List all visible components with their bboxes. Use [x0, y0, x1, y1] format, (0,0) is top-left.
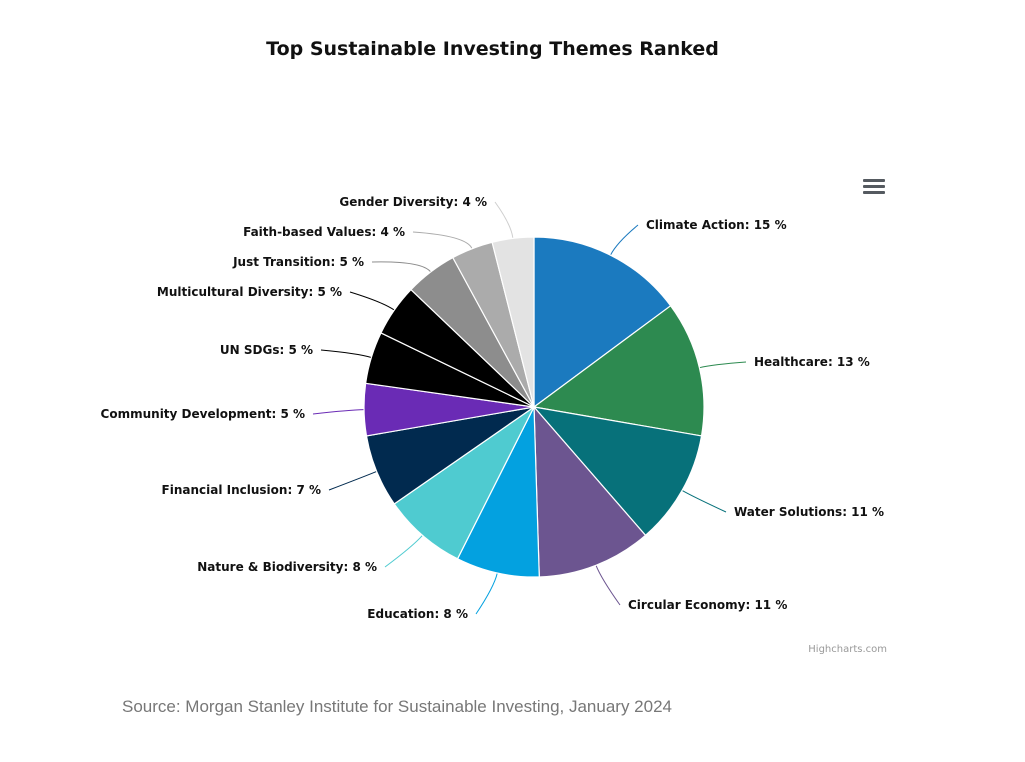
connector-nature-biodiversity: [384, 534, 423, 568]
menu-line: [863, 185, 885, 188]
connector-water-solutions: [681, 490, 727, 513]
connector-financial-inclusion: [328, 470, 377, 491]
data-label-education: Education: 8 %: [367, 607, 468, 621]
connector-faith-based-values: [412, 231, 473, 249]
data-label-un-sdgs: UN SDGs: 5 %: [220, 343, 313, 357]
connector-multicultural-diversity: [349, 291, 395, 311]
hamburger-menu-icon[interactable]: [860, 176, 888, 198]
connector-community-development: [312, 409, 365, 415]
pie-slice-circular-economy[interactable]: [533, 406, 647, 578]
data-label-water-solutions: Water Solutions: 11 %: [734, 505, 884, 519]
data-label-climate-action: Climate Action: 15 %: [646, 218, 787, 232]
pie-slice-gender-diversity[interactable]: [491, 236, 535, 408]
connector-healthcare: [699, 361, 747, 369]
data-label-faith-based-values: Faith-based Values: 4 %: [243, 225, 405, 239]
data-label-just-transition: Just Transition: 5 %: [232, 255, 364, 269]
pie-slice-water-solutions[interactable]: [533, 406, 703, 536]
connector-education: [475, 572, 498, 615]
highcharts-credits-link[interactable]: Highcharts.com: [808, 644, 887, 655]
data-label-community-development: Community Development: 5 %: [101, 407, 305, 421]
connector-climate-action: [610, 224, 639, 256]
pie-slice-climate-action[interactable]: [533, 236, 672, 408]
menu-line: [863, 191, 885, 194]
connector-just-transition: [371, 261, 432, 273]
source-note: Source: Morgan Stanley Institute for Sus…: [122, 697, 672, 716]
menu-line: [863, 179, 885, 182]
data-label-financial-inclusion: Financial Inclusion: 7 %: [162, 483, 321, 497]
data-label-multicultural-diversity: Multicultural Diversity: 5 %: [157, 285, 342, 299]
data-label-nature-biodiversity: Nature & Biodiversity: 8 %: [197, 560, 377, 574]
data-label-gender-diversity: Gender Diversity: 4 %: [339, 195, 487, 209]
connector-gender-diversity: [494, 201, 514, 239]
data-label-circular-economy: Circular Economy: 11 %: [628, 598, 787, 612]
pie-slice-healthcare[interactable]: [533, 305, 705, 437]
chart-title: Top Sustainable Investing Themes Ranked: [266, 38, 719, 60]
connector-un-sdgs: [320, 349, 372, 358]
connector-circular-economy: [595, 565, 621, 606]
data-label-healthcare: Healthcare: 13 %: [754, 355, 870, 369]
